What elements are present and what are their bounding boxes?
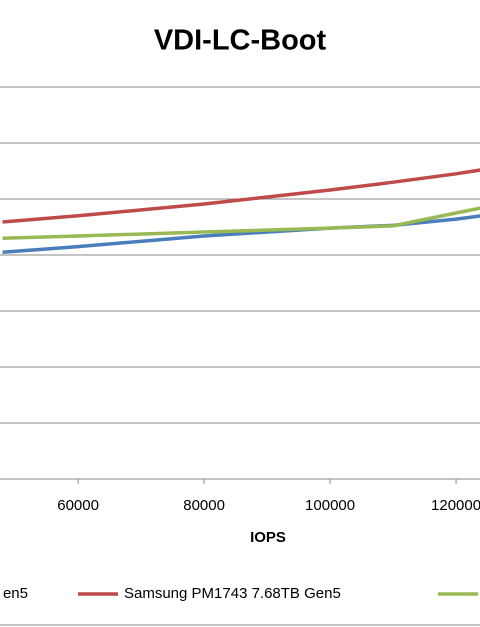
x-axis-label: IOPS: [250, 529, 286, 546]
legend-label: en5: [3, 585, 28, 602]
series-line: [2, 168, 480, 224]
chart-title: VDI-LC-Boot: [154, 25, 327, 57]
x-tick-label: 100000: [305, 497, 355, 514]
x-tick-label: 80000: [183, 497, 225, 514]
x-tick-label: 120000: [431, 497, 480, 514]
legend-label: Samsung PM1743 7.68TB Gen5: [124, 585, 341, 602]
series-line: [2, 206, 480, 240]
x-tick-label: 60000: [57, 497, 99, 514]
